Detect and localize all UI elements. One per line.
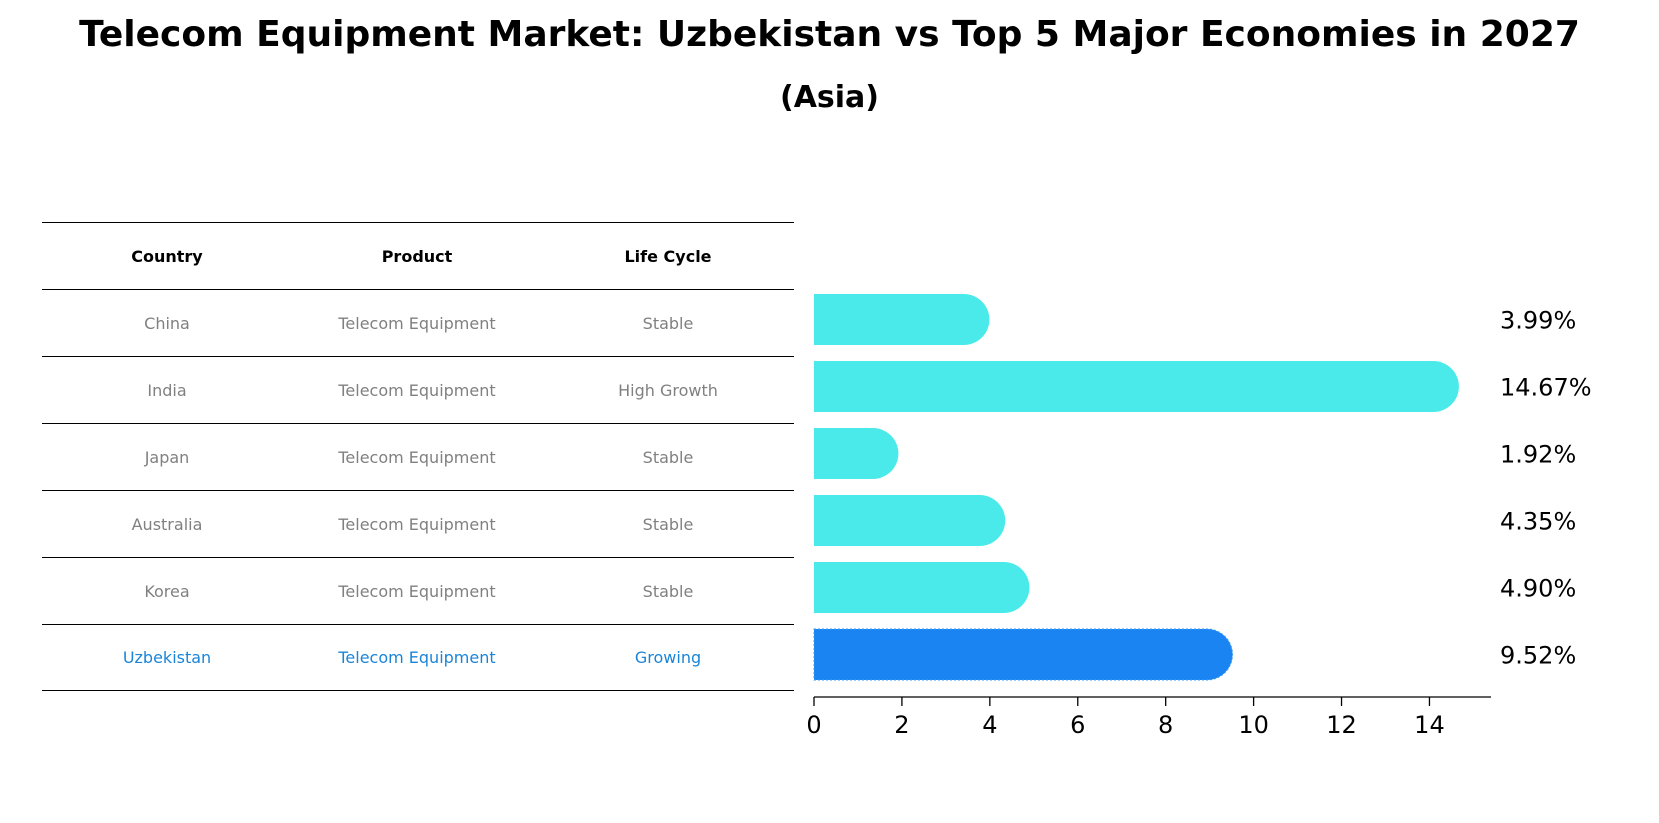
bar-highlight <box>813 628 1234 681</box>
bar-value-label: 1.92% <box>1500 441 1576 469</box>
x-tick-label: 2 <box>894 711 909 739</box>
header-country: Country <box>131 246 203 266</box>
cell-product: Telecom Equipment <box>338 648 496 667</box>
x-tick-label: 0 <box>806 711 821 739</box>
bar <box>814 495 1006 546</box>
cell-country: Australia <box>131 514 203 534</box>
bar <box>814 361 1459 412</box>
cell-life-cycle: Stable <box>642 514 694 534</box>
bar-value-label: 3.99% <box>1500 307 1576 335</box>
bar-value-label: 14.67% <box>1500 374 1592 402</box>
x-tick-label: 6 <box>1070 711 1085 739</box>
bar <box>814 294 990 345</box>
header-product: Product <box>381 246 453 266</box>
chart-title: Telecom Equipment Market: Uzbekistan vs … <box>79 14 1580 55</box>
table-row: India Telecom Equipment High Growth <box>42 356 794 423</box>
table-row: Australia Telecom Equipment Stable <box>42 490 794 557</box>
table-header-row: Country Product Life Cycle <box>42 222 794 289</box>
bar <box>814 562 1030 613</box>
cell-product: Telecom Equipment <box>338 447 496 467</box>
table-row: Korea Telecom Equipment Stable <box>42 557 794 624</box>
cell-life-cycle: Stable <box>642 581 694 601</box>
cell-life-cycle: High Growth <box>618 380 718 400</box>
bar <box>814 428 899 479</box>
cell-life-cycle: Stable <box>642 447 694 467</box>
data-table: Country Product Life Cycle China Telecom… <box>42 222 794 691</box>
bar-value-label: 9.52% <box>1500 642 1576 670</box>
cell-country: Japan <box>144 447 190 467</box>
cell-country: Korea <box>144 581 190 601</box>
bar-value-label: 4.90% <box>1500 575 1576 603</box>
bar-value-label: 4.35% <box>1500 508 1576 536</box>
table-row-highlight: Uzbekistan Telecom Equipment Growing <box>42 624 794 691</box>
x-tick-label: 10 <box>1238 711 1269 739</box>
cell-country: Uzbekistan <box>122 648 212 667</box>
x-tick-label: 12 <box>1326 711 1357 739</box>
table-row: Japan Telecom Equipment Stable <box>42 423 794 490</box>
cell-product: Telecom Equipment <box>338 313 496 333</box>
header-life-cycle: Life Cycle <box>624 246 712 266</box>
cell-life-cycle: Growing <box>634 648 702 667</box>
cell-country: China <box>144 313 190 333</box>
cell-product: Telecom Equipment <box>338 514 496 534</box>
cell-product: Telecom Equipment <box>338 581 496 601</box>
x-tick-label: 14 <box>1414 711 1445 739</box>
cell-country: India <box>147 380 187 400</box>
table-row: China Telecom Equipment Stable <box>42 289 794 356</box>
cell-product: Telecom Equipment <box>338 380 496 400</box>
chart-subtitle: (Asia) <box>779 80 880 115</box>
cell-life-cycle: Stable <box>642 313 694 333</box>
x-tick-label: 8 <box>1158 711 1173 739</box>
x-tick-label: 4 <box>982 711 997 739</box>
